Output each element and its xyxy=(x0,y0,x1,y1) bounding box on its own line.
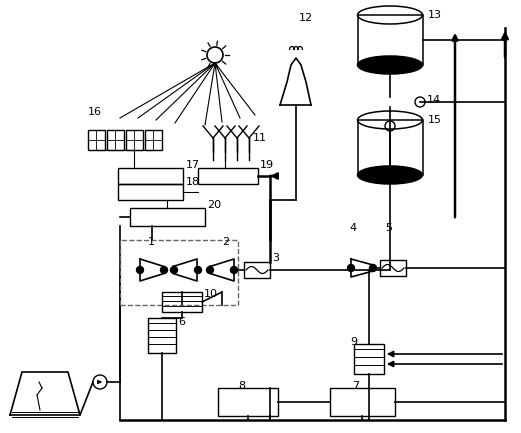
Bar xyxy=(354,344,384,374)
Circle shape xyxy=(160,266,167,274)
Text: 11: 11 xyxy=(253,133,267,143)
Bar xyxy=(118,184,183,200)
Bar xyxy=(218,388,278,416)
Bar xyxy=(145,130,162,150)
Bar xyxy=(126,130,143,150)
Circle shape xyxy=(170,266,178,274)
Text: 15: 15 xyxy=(428,115,442,125)
Text: 4: 4 xyxy=(349,223,356,233)
Circle shape xyxy=(137,266,143,274)
Text: 8: 8 xyxy=(238,381,245,391)
Bar xyxy=(198,168,258,184)
Text: 2: 2 xyxy=(222,237,229,247)
Text: 10: 10 xyxy=(204,289,218,299)
Bar xyxy=(88,130,105,150)
Circle shape xyxy=(206,266,214,274)
Ellipse shape xyxy=(357,166,423,184)
Text: 14: 14 xyxy=(427,95,441,105)
Text: 12: 12 xyxy=(299,13,313,23)
Bar xyxy=(358,120,423,175)
Text: 1: 1 xyxy=(148,237,155,247)
Bar xyxy=(380,260,406,276)
Bar xyxy=(148,318,176,353)
Ellipse shape xyxy=(357,56,423,74)
Bar xyxy=(358,15,423,65)
Bar xyxy=(162,292,202,312)
Bar xyxy=(107,130,124,150)
Text: 17: 17 xyxy=(186,160,200,170)
Circle shape xyxy=(369,265,377,271)
Bar xyxy=(330,388,395,416)
Bar xyxy=(118,168,183,184)
Circle shape xyxy=(348,265,354,271)
Bar xyxy=(130,208,205,226)
Text: 13: 13 xyxy=(428,10,442,20)
Text: 16: 16 xyxy=(88,107,102,117)
Text: 19: 19 xyxy=(260,160,274,170)
Text: 20: 20 xyxy=(207,200,221,210)
Text: 9: 9 xyxy=(350,337,357,347)
Text: 6: 6 xyxy=(178,317,185,327)
Text: 18: 18 xyxy=(186,177,200,187)
Bar xyxy=(244,262,270,278)
Circle shape xyxy=(194,266,202,274)
Polygon shape xyxy=(10,372,80,415)
Text: 7: 7 xyxy=(352,381,359,391)
Circle shape xyxy=(230,266,238,274)
Text: 3: 3 xyxy=(272,253,279,263)
Bar xyxy=(120,240,238,305)
Text: 5: 5 xyxy=(385,223,392,233)
